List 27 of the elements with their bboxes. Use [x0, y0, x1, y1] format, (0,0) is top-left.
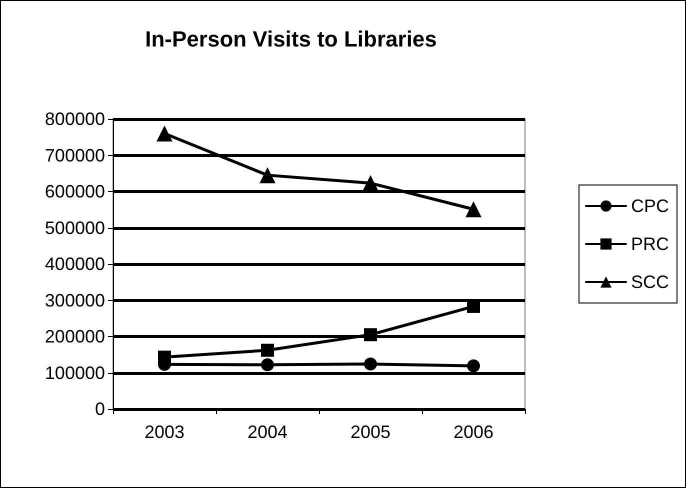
point [466, 201, 482, 218]
y-tick-label: 500000 [44, 218, 105, 238]
point [156, 126, 172, 142]
x-tick-label: 2005 [350, 422, 391, 442]
point [261, 358, 274, 372]
y-tick-label: 600000 [44, 182, 105, 202]
y-tick-label: 700000 [44, 145, 105, 166]
chart-title: In-Person Visits to Libraries [145, 26, 437, 52]
y-tick-label: 0 [94, 399, 105, 419]
legend-label: SCC [630, 272, 670, 292]
legend-label: PRC [630, 234, 670, 254]
x-tick-label: 2004 [247, 422, 288, 442]
point [467, 359, 480, 372]
point [362, 175, 378, 192]
y-tick-label: 100000 [44, 362, 105, 383]
y-tick-label: 300000 [44, 290, 105, 310]
y-tick-label: 400000 [44, 254, 105, 274]
legend-label: CPC [630, 196, 670, 216]
y-tick-label: 200000 [44, 326, 105, 346]
point [364, 328, 377, 342]
point [261, 344, 274, 357]
point [158, 350, 171, 364]
x-tick-label: 2006 [453, 422, 494, 442]
x-tick-label: 2003 [144, 422, 185, 442]
y-tick-label: 800000 [44, 109, 105, 129]
point [260, 167, 276, 184]
point [364, 358, 377, 371]
